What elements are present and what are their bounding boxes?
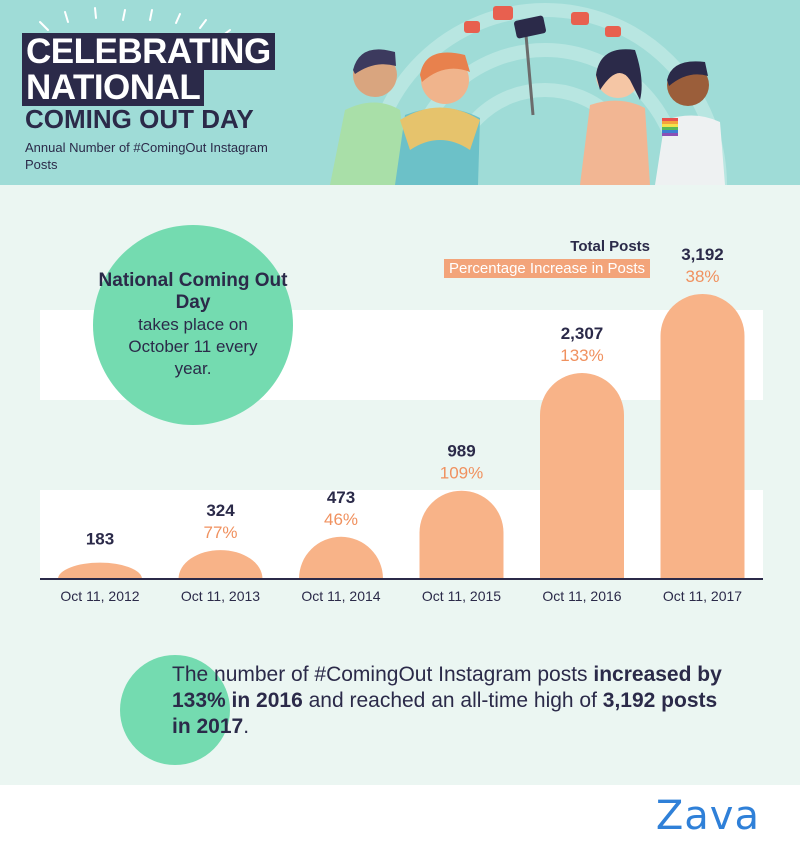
title-line-3: COMING OUT DAY — [25, 104, 254, 134]
footer — [0, 785, 800, 850]
info-bold-text: National Coming Out Day — [98, 270, 288, 313]
x-tick-label: Oct 11, 2017 — [663, 588, 742, 604]
value-label: 989 — [447, 442, 475, 461]
zava-logo: Zava — [655, 793, 760, 839]
summary-text: The number of #ComingOut Instagram posts… — [172, 662, 732, 740]
bar — [299, 536, 383, 579]
value-label: 2,307 — [561, 324, 604, 343]
bar — [58, 562, 142, 579]
people-illustration — [330, 3, 727, 185]
info-text: takes place on October 11 every year. — [128, 315, 258, 378]
info-circle: National Coming Out Day takes place on O… — [93, 225, 293, 425]
subtitle: Annual Number of #ComingOut Instagram Po… — [25, 140, 268, 172]
percent-label: 38% — [685, 267, 719, 286]
title-line-2: NATIONAL — [22, 69, 205, 106]
sunburst-decoration — [39, 7, 231, 37]
value-label: 473 — [327, 488, 355, 507]
summary-highlight-1: increased by 133% in 2016 — [172, 663, 722, 712]
background-band — [40, 490, 763, 580]
summary-circle-decoration — [120, 655, 230, 765]
percent-label: 77% — [203, 523, 237, 542]
heart-icon — [464, 6, 621, 37]
bar — [419, 490, 504, 579]
value-label: 324 — [206, 501, 235, 520]
summary-part-1: The number of #ComingOut Instagram posts — [172, 663, 594, 686]
bar — [660, 294, 745, 579]
summary-highlight-2: 3,192 posts in 2017 — [172, 689, 718, 738]
value-label: 183 — [86, 530, 114, 549]
x-tick-label: Oct 11, 2012 — [60, 588, 139, 604]
percent-label: 133% — [560, 346, 603, 365]
x-tick-label: Oct 11, 2014 — [301, 588, 380, 604]
x-tick-label: Oct 11, 2013 — [181, 588, 260, 604]
percent-label: 46% — [324, 510, 358, 529]
percent-label: 109% — [440, 464, 483, 483]
summary-part-2: and reached an all-time high of — [302, 689, 603, 712]
legend-percentage-increase: Percentage Increase in Posts — [444, 259, 650, 278]
bar — [178, 550, 263, 579]
value-label: 3,192 — [681, 245, 724, 264]
x-tick-label: Oct 11, 2015 — [422, 588, 501, 604]
rainbow-flag-icon — [662, 118, 678, 136]
summary-part-3: . — [243, 715, 250, 738]
title-line-1: CELEBRATING — [22, 33, 275, 70]
bar — [540, 373, 624, 579]
x-tick-label: Oct 11, 2016 — [542, 588, 621, 604]
header-banner: CELEBRATING NATIONAL COMING OUT DAY Annu… — [0, 0, 800, 185]
legend-total-posts: Total Posts — [570, 238, 650, 255]
